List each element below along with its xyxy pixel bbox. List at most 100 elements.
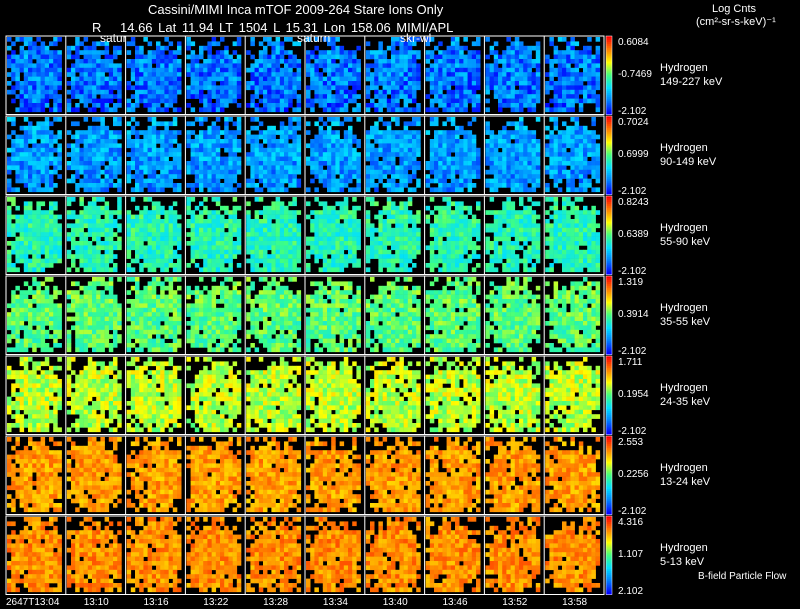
colorbar-value-label: 0.8243 [618,197,649,208]
colorbar-frame [605,355,613,435]
colorbar-segment [606,350,612,354]
footer-label: B-field Particle Flow [698,571,787,582]
panel-label: Hydrogen 55-90 keV [660,221,710,249]
colorbar-segment [606,432,612,435]
colorbar-segment [606,188,612,192]
colorbar-segment [606,117,612,121]
colorbar-segment [606,258,612,262]
colorbar-segment [606,100,612,104]
colorbar-segment [606,563,612,566]
colorbar-segment [606,397,612,400]
marker-label: satur [100,31,127,45]
heatmap-panel [7,437,601,513]
colorbar-segment [606,479,612,482]
panel-label: Hydrogen 90-149 keV [660,141,716,169]
colorbar-segment [606,262,612,266]
colorbar-segment [606,379,612,383]
colorbar-segment [606,178,612,182]
colorbar-segment [606,323,612,326]
colorbar-segment [606,108,612,112]
colorbar-segment [606,215,612,219]
colorbar-segment [606,248,612,252]
colorbar-segment [606,455,612,459]
colorbar-segment [606,83,612,86]
colorbar-segment [606,385,612,388]
colorbar-segment [606,47,612,51]
panel-label: Hydrogen 35-55 keV [660,301,710,329]
colorbar-unit-line2: (cm²-sr-s-keV)⁻¹ [696,16,776,28]
panel-species: Hydrogen [660,302,708,315]
colorbar-segment [606,348,612,352]
colorbar-segment [606,157,612,160]
colorbar-segment [606,359,612,363]
colorbar-segment [606,266,612,270]
colorbar-segment [606,401,612,404]
colorbar-segment [606,490,612,494]
colorbar-segment [606,525,612,529]
colorbar-segment [606,57,612,61]
colorbar-segment [606,129,612,133]
colorbar-value-label: 0.2256 [618,469,649,481]
colorbar-segment [606,231,612,234]
colorbar-segment [606,327,612,330]
panel-energy-range: 5-13 keV [660,556,705,569]
colorbar-segment [606,371,612,375]
colorbar-segment [606,590,612,594]
colorbar-value-label: 0.3914 [618,309,649,321]
colorbar-segment [606,576,612,580]
colorbar-segment [606,92,612,96]
colorbar-segment [606,163,612,166]
colorbar-segment [606,430,612,434]
x-tick-label: 13:10 [83,597,109,608]
colorbar-segment [606,59,612,63]
heatmap-panel [7,277,601,353]
colorbar-segment [606,325,612,328]
colorbar-segment [606,317,612,320]
colorbar-frame [605,275,613,355]
colorbar-value-label: -2.102 [618,345,647,357]
panel-energy-range: 55-90 keV [660,236,711,249]
colorbar-segment [606,561,612,564]
colorbar-segment [606,307,612,310]
colorbar-segment [606,539,612,543]
colorbar-value-label: 1.319 [618,277,644,288]
colorbar-segment [606,301,612,304]
colorbar-value-label: 0.1954 [618,389,649,401]
panel-label: Hydrogen 24-35 keV [660,381,710,409]
colorbar-segment [606,256,612,260]
panel-energy-range: 24-35 keV [660,396,711,409]
colorbar-segment [606,410,612,414]
colorbar-segment [606,102,612,106]
colorbar-segment [606,184,612,188]
colorbar-segment [606,98,612,102]
colorbar-segment [606,543,612,546]
colorbar-segment [606,551,612,554]
x-tick-label: 2647T13:04 [6,597,60,608]
colorbar-segment [606,45,612,49]
colorbar-segment [606,459,612,463]
colorbar-segment [606,447,612,451]
colorbar-segment [606,167,612,170]
colorbar-segment [606,424,612,428]
colorbar-segment [606,180,612,184]
colorbar-segment [606,106,612,110]
colorbar-segment [606,465,612,468]
colorbar-segment [606,233,612,236]
colorbar-segment [606,391,612,394]
colorbar-segment [606,186,612,190]
colorbar-segment [606,94,612,98]
colorbar-segment [606,437,612,441]
colorbar-segment [606,488,612,492]
panel-species: Hydrogen [660,62,708,75]
colorbar-segment [606,426,612,430]
colorbar-segment [606,332,612,336]
colorbar-segment [606,201,612,205]
colorbar-segment [606,221,612,224]
colorbar-segment [606,252,612,256]
colorbar-segment [606,334,612,338]
colorbar-segment [606,336,612,340]
colorbar-segment [606,63,612,66]
colorbar-segment [606,471,612,474]
colorbar-segment [606,487,612,490]
